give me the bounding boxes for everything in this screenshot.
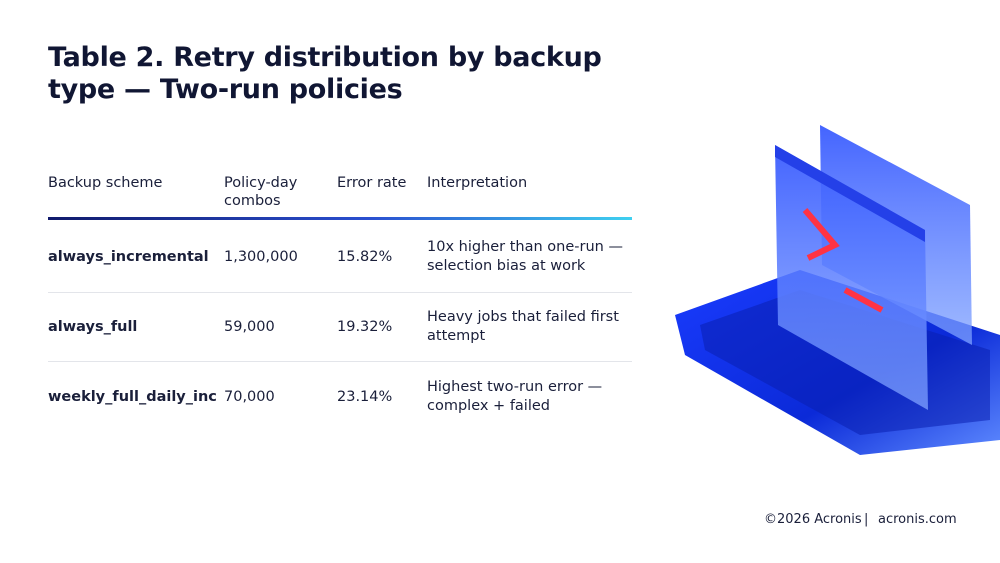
cell: 70,000	[224, 389, 275, 405]
column-header: Error rate	[337, 175, 407, 191]
footer-copyright: ©2026 Acronis	[764, 512, 862, 527]
column-header: Backup scheme	[48, 175, 163, 191]
cell: Heavy jobs that failed first attempt	[427, 309, 619, 344]
footer-site: acronis.com	[878, 512, 957, 527]
footer-separator: |	[864, 512, 869, 527]
row-separator	[48, 292, 632, 293]
title: Table 2. Retry distribution by backup ty…	[48, 42, 602, 105]
column-header: Policy-day combos	[224, 175, 298, 209]
cell: 59,000	[224, 319, 275, 335]
cell: Highest two-run error — complex + failed	[427, 379, 603, 414]
row-separator	[48, 361, 632, 362]
cell: 23.14%	[337, 389, 393, 405]
cell: 10x higher than one-run — selection bias…	[427, 239, 623, 274]
panel-bar	[775, 145, 925, 242]
cell: always_incremental	[48, 249, 209, 265]
column-header: Interpretation	[427, 175, 528, 191]
cell: 15.82%	[337, 249, 393, 265]
cell: 1,300,000	[224, 249, 298, 265]
cell: always_full	[48, 319, 138, 335]
cell: 19.32%	[337, 319, 393, 335]
header-rule	[48, 217, 632, 220]
cursor-icon	[843, 287, 884, 313]
prompt-icon	[802, 208, 840, 261]
illustration	[675, 125, 1000, 455]
cell: weekly_full_daily_inc	[48, 389, 217, 405]
